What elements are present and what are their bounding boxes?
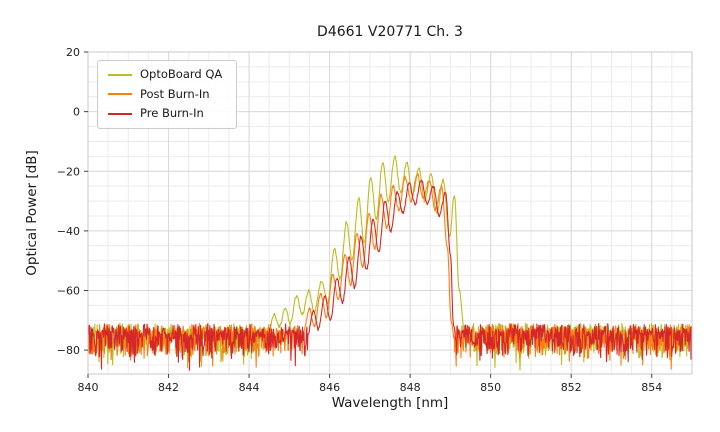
x-tick-label: 850 — [480, 381, 501, 394]
x-tick-label: 852 — [561, 381, 582, 394]
series-pre-burn-in — [87, 179, 693, 371]
legend-label: Pre Burn-In — [140, 106, 204, 120]
chart-title: D4661 V20771 Ch. 3 — [317, 24, 463, 40]
legend-item: Pre Burn-In — [108, 106, 222, 120]
y-tick-label: −40 — [57, 225, 80, 238]
legend-line-pre-burn-in — [108, 112, 132, 115]
x-tick-label: 848 — [400, 381, 421, 394]
plot-frame — [87, 51, 693, 375]
x-tick-label: 854 — [641, 381, 662, 394]
x-axis-label: Wavelength [nm] — [331, 395, 449, 411]
x-tick-label: 842 — [158, 381, 179, 394]
y-tick-label: 20 — [66, 46, 80, 59]
y-tick-label: −20 — [57, 165, 80, 178]
legend-line-post-burn-in — [108, 93, 132, 96]
legend-label: Post Burn-In — [140, 86, 210, 101]
legend-item: OptoBoard QA — [108, 67, 223, 81]
y-tick-label: −60 — [57, 285, 80, 298]
legend: OptoBoard QA Post Burn-In Pre Burn-In — [97, 60, 238, 129]
y-tick-label: −80 — [57, 344, 80, 357]
y-axis-label: Optical Power [dB] — [24, 150, 40, 276]
legend-line-optoboard-qa — [108, 73, 132, 76]
legend-label: OptoBoard QA — [140, 67, 223, 81]
x-tick-label: 844 — [239, 381, 260, 394]
x-tick-label: 846 — [319, 381, 340, 394]
legend-item: Post Burn-In — [108, 86, 222, 101]
x-tick-label: 840 — [78, 381, 99, 394]
y-tick-label: 0 — [73, 106, 80, 119]
